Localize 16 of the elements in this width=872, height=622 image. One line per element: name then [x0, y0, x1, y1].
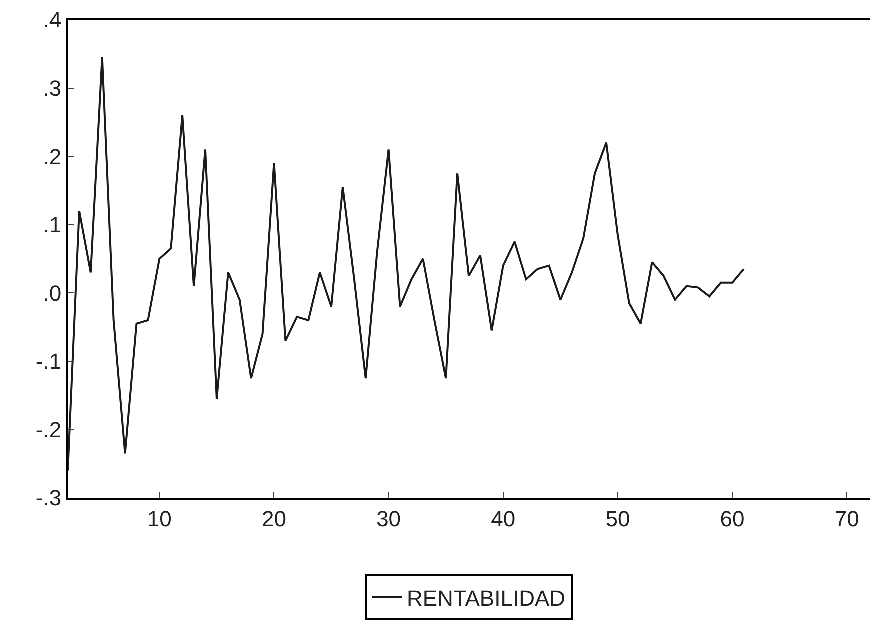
y-tick-label: -.3 — [36, 486, 62, 511]
y-tick-label: .1 — [43, 212, 62, 238]
y-tick-label: -.1 — [36, 349, 62, 374]
x-tick-label: 40 — [491, 506, 516, 532]
y-tick-label: .0 — [43, 280, 62, 306]
y-tick-label: .2 — [43, 144, 62, 170]
legend-label: RENTABILIDAD — [407, 586, 566, 611]
x-tick-label: 70 — [834, 506, 860, 532]
y-tick-label: -.2 — [36, 417, 62, 442]
y-tick-label: .4 — [43, 8, 62, 33]
x-tick-label: 20 — [262, 506, 286, 532]
x-tick-label: 60 — [720, 506, 745, 532]
x-tick-label: 50 — [606, 506, 630, 532]
x-tick-label: 10 — [147, 506, 172, 532]
x-tick-label: 30 — [376, 506, 402, 532]
y-tick-label: .3 — [43, 76, 62, 101]
